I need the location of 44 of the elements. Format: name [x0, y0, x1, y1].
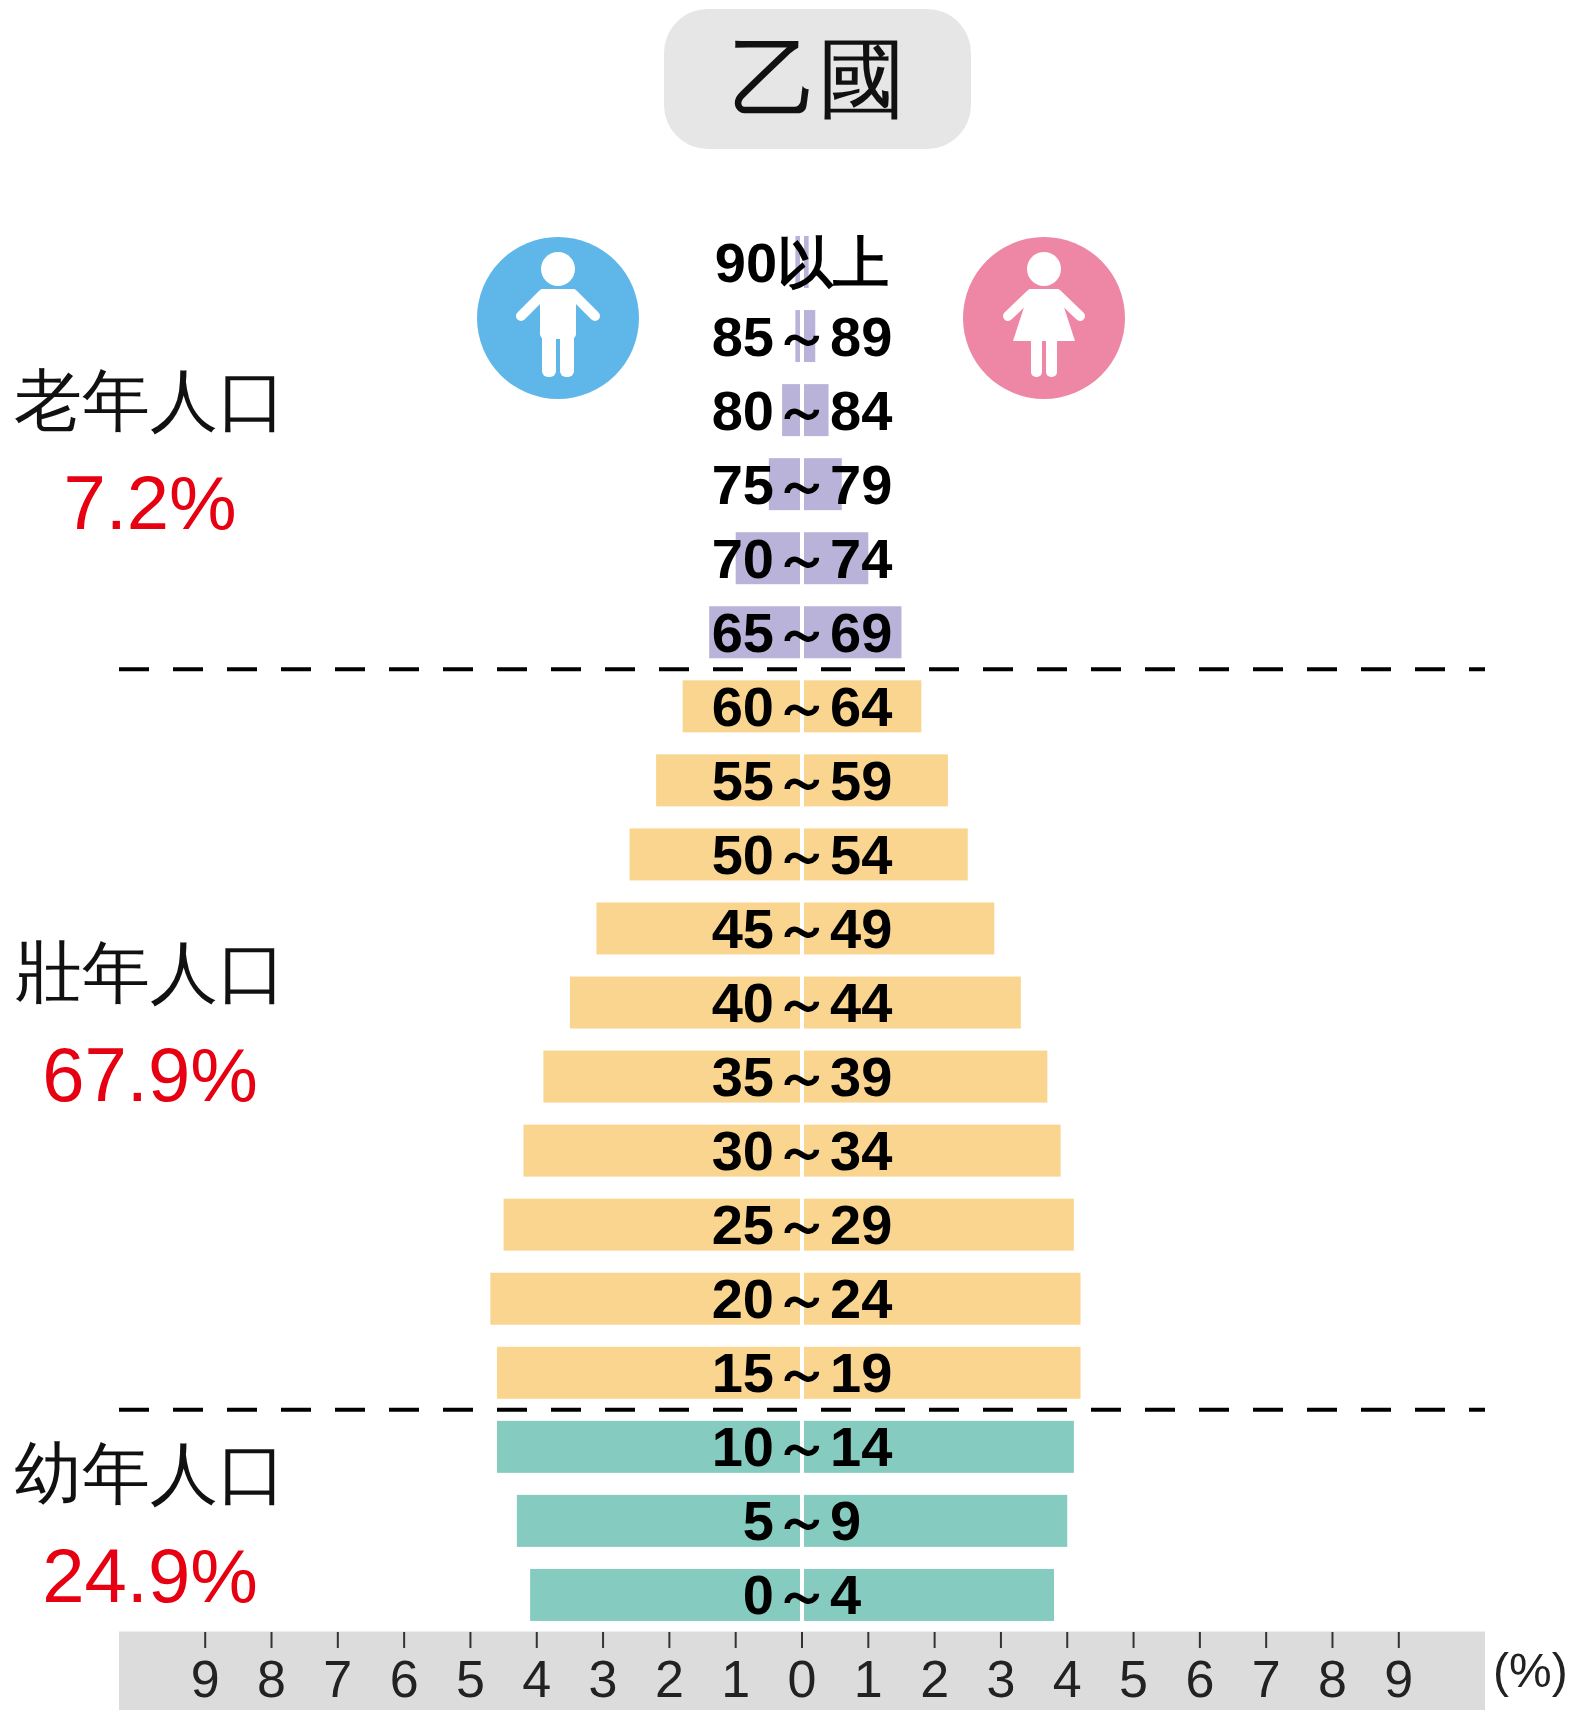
y-tick-label: 75～79 [711, 452, 893, 516]
y-tick-label: 90以上 [714, 230, 890, 294]
annotation: 7.2% [62, 458, 238, 547]
chart-title: 乙國 [729, 29, 906, 128]
y-tick-label: 15～19 [711, 1341, 893, 1405]
y-tick-label: 70～74 [711, 526, 893, 590]
y-tick-label: 35～39 [711, 1045, 893, 1109]
title-badge: 乙國 [664, 9, 971, 149]
x-tick-label: 2 [654, 1650, 684, 1708]
y-tick-label: 85～89 [711, 304, 893, 368]
y-tick-label: 20～24 [711, 1267, 893, 1331]
x-tick-label: 5 [455, 1650, 485, 1708]
x-tick-label: 3 [986, 1650, 1016, 1708]
x-tick-label: 2 [920, 1650, 950, 1708]
x-axis-title: (%) [1493, 1643, 1568, 1699]
x-tick-label: 4 [522, 1650, 552, 1708]
x-tick-label: 1 [853, 1650, 883, 1708]
y-tick-label: 40～44 [711, 971, 893, 1035]
annotation: 24.9% [41, 1531, 259, 1620]
x-tick-label: 9 [1384, 1650, 1414, 1708]
x-tick-label: 3 [588, 1650, 618, 1708]
y-tick-label: 80～84 [711, 378, 893, 442]
y-tick-label: 45～49 [711, 897, 893, 960]
x-tick-label: 8 [257, 1650, 286, 1708]
x-tick-label: 7 [1251, 1650, 1281, 1708]
x-tick-label: 6 [1185, 1650, 1215, 1708]
x-tick-label: 5 [1119, 1650, 1149, 1708]
annotation: 幼年人口 [13, 1433, 287, 1513]
annotation: 壯年人口 [13, 932, 287, 1012]
x-tick-label: 1 [721, 1650, 751, 1708]
y-tick-label: 55～59 [711, 748, 893, 812]
y-tick-label: 65～69 [711, 600, 893, 664]
y-tick-label: 60～64 [711, 674, 893, 738]
x-tick-label: 4 [1052, 1650, 1082, 1708]
x-tick-label: 9 [190, 1650, 220, 1708]
x-tick-label: 0 [787, 1650, 817, 1708]
y-tick-label: 25～29 [711, 1193, 893, 1257]
x-tick-label: 8 [1318, 1650, 1347, 1708]
annotation: 老年人口 [13, 360, 287, 440]
y-tick-label: 30～34 [711, 1119, 893, 1183]
x-tick-label: 6 [389, 1650, 419, 1708]
y-tick-label: 50～54 [711, 822, 893, 886]
x-tick-label: 7 [323, 1650, 353, 1708]
annotation: 67.9% [41, 1030, 259, 1119]
